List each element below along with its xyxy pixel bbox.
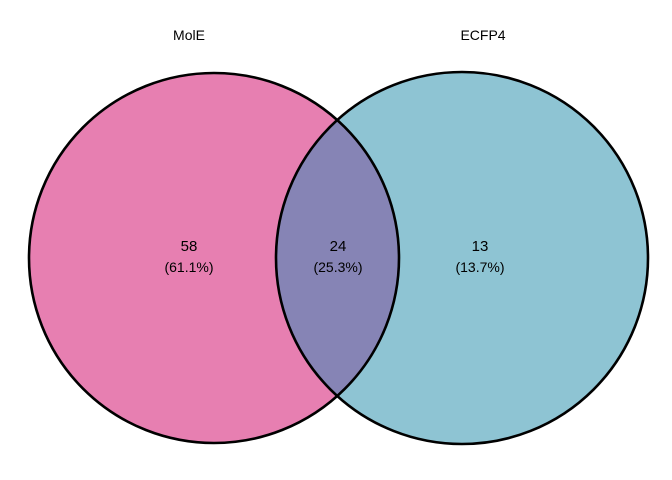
right-circle-outline — [274, 70, 650, 446]
right-set-label: ECFP4 — [460, 27, 505, 43]
left-only-percent: (61.1%) — [164, 259, 213, 275]
right-only-percent: (13.7%) — [455, 259, 504, 275]
left-set-label: MolE — [173, 27, 205, 43]
left-only-count: 58 — [181, 238, 198, 255]
overlap-percent: (25.3%) — [313, 259, 362, 275]
overlap-fill — [276, 73, 399, 443]
right-only-count: 13 — [472, 238, 489, 255]
overlap-count: 24 — [330, 238, 347, 255]
overlap-region — [276, 73, 399, 443]
left-circle-outline — [27, 71, 401, 445]
